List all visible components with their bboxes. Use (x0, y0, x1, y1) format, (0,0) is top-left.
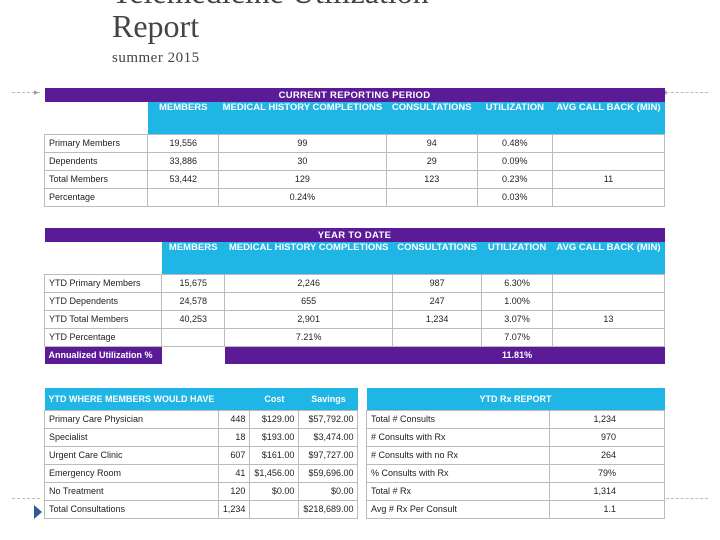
table-row: Emergency Room 41 $1,456.00 $59,696.00 (44, 463, 359, 483)
header-avg-call-back: AVG CALL BACK (MIN) (552, 102, 665, 134)
annualized-row: Annualized Utilization % 11.81% (44, 346, 665, 364)
divider-bottom-right (666, 498, 708, 499)
table-row: YTD Percentage 7.21% 7.07% (43, 327, 666, 347)
header-blank (44, 242, 162, 274)
table-row: # Consults with no Rx 264 (365, 445, 665, 465)
divider-bottom-left (12, 498, 40, 499)
table-row: YTD Total Members 40,253 2,901 1,234 3.0… (43, 309, 666, 329)
divider-top-right (666, 92, 708, 93)
header-consultations: CONSULTATIONS (392, 242, 482, 274)
table-row: Specialist 18 $193.00 $3,474.00 (44, 427, 359, 447)
report-title-top-line: Telemedicine Utilization (112, 0, 429, 11)
header-where-members: YTD WHERE MEMBERS WOULD HAVE (44, 388, 219, 410)
header-utilization: UTILIZATION (481, 242, 553, 274)
table-row: Primary Care Physician 448 $129.00 $57,7… (44, 409, 359, 429)
ytd-table: YEAR TO DATE MEMBERS MEDICAL HISTORY COM… (43, 228, 666, 364)
table-row: Urgent Care Clinic 607 $161.00 $97,727.0… (44, 445, 359, 465)
ytd-banner: YEAR TO DATE (44, 228, 665, 242)
table-row: Total # Rx 1,314 (365, 481, 665, 501)
header-medical-history: MEDICAL HISTORY COMPLETIONS (218, 102, 387, 134)
chevron-right-icon: ▸ (34, 87, 39, 97)
table-row: Avg # Rx Per Consult 1.1 (365, 499, 665, 519)
table-row: Primary Members 19,556 99 94 0.48% (43, 133, 666, 153)
current-period-banner: CURRENT REPORTING PERIOD (44, 88, 665, 102)
header-cost: Cost (249, 388, 299, 410)
table-row: YTD Dependents 24,578 655 247 1.00% (43, 291, 666, 311)
current-period-table: CURRENT REPORTING PERIOD MEMBERS MEDICAL… (43, 88, 666, 207)
divider-top-left (12, 92, 40, 93)
table-row: YTD Primary Members 15,675 2,246 987 6.3… (43, 273, 666, 293)
header-medical-history: MEDICAL HISTORY COMPLETIONS (224, 242, 393, 274)
header-avg-call-back: AVG CALL BACK (MIN) (552, 242, 665, 274)
header-rx-report: YTD Rx REPORT (366, 388, 665, 410)
table-row: No Treatment 120 $0.00 $0.00 (44, 481, 359, 501)
table-row: Total # Consults 1,234 (365, 409, 665, 429)
header-utilization: UTILIZATION (477, 102, 553, 134)
header-members: MEMBERS (147, 102, 219, 134)
table-row: # Consults with Rx 970 (365, 427, 665, 447)
table-row: % Consults with Rx 79% (365, 463, 665, 483)
header-blank (44, 102, 148, 134)
where-members-table: YTD WHERE MEMBERS WOULD HAVE Cost Saving… (44, 388, 359, 519)
table-row: Dependents 33,886 30 29 0.09% (43, 151, 666, 171)
header-members: MEMBERS (161, 242, 225, 274)
table-row: Total Members 53,442 129 123 0.23% 11 (43, 169, 666, 189)
table-row: Percentage 0.24% 0.03% (43, 187, 666, 207)
header-savings: Savings (298, 388, 358, 410)
rx-report-table: YTD Rx REPORT Total # Consults 1,234 # C… (365, 388, 665, 519)
header-consultations: CONSULTATIONS (386, 102, 478, 134)
table-row: Total Consultations 1,234 $218,689.00 (44, 499, 359, 519)
report-subtitle: summer 2015 (112, 50, 200, 66)
report-title: Report (112, 8, 200, 44)
slide-bullet-icon (34, 505, 42, 519)
